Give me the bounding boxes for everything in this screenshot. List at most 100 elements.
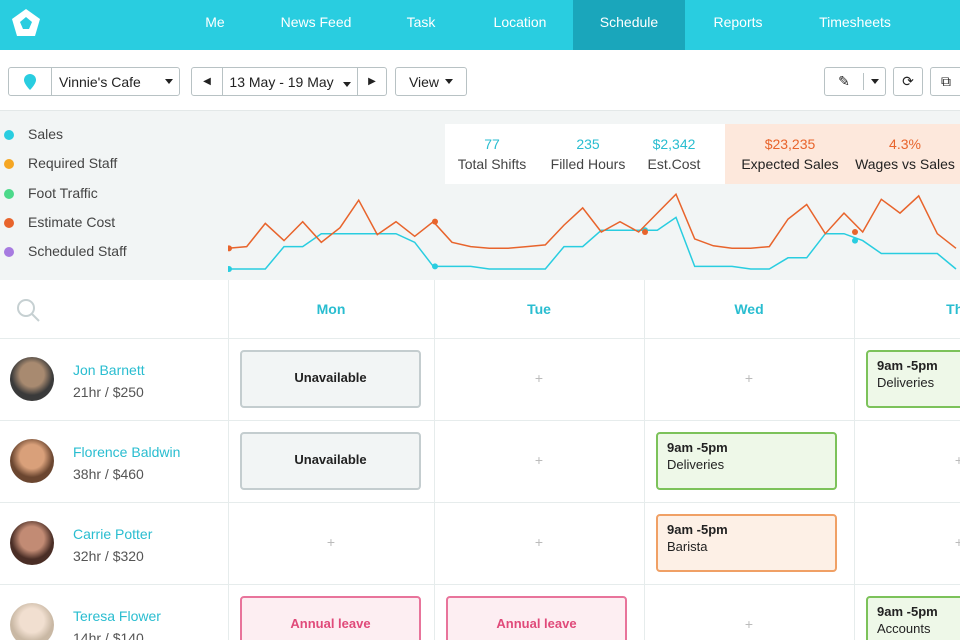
shift-role: Barista bbox=[667, 539, 708, 554]
stat-label: Est.Cost bbox=[647, 156, 701, 172]
nav-item[interactable]: Schedule bbox=[599, 14, 659, 30]
add-shift[interactable]: + bbox=[744, 370, 754, 386]
add-shift[interactable]: + bbox=[744, 616, 754, 632]
shift-cell[interactable]: Unavailable bbox=[240, 350, 421, 408]
highlight-label: Expected Sales bbox=[741, 156, 839, 172]
nav-item[interactable]: Me bbox=[205, 14, 225, 30]
legend-label: Scheduled Staff bbox=[28, 243, 127, 260]
shift-cell[interactable]: 9am -5pm Barista bbox=[656, 514, 837, 572]
copy[interactable]: ⧉ bbox=[930, 67, 960, 96]
row-line bbox=[0, 502, 960, 503]
nav-item[interactable]: News Feed bbox=[280, 14, 352, 30]
add-shift[interactable]: + bbox=[534, 534, 544, 550]
avatar bbox=[10, 357, 54, 401]
stat-label: Total Shifts bbox=[457, 156, 527, 172]
row-line bbox=[0, 420, 960, 421]
employee-hours: 14hr / $140 bbox=[73, 630, 144, 640]
row-line bbox=[0, 338, 960, 339]
avatar bbox=[10, 603, 54, 640]
legend-dot bbox=[4, 130, 14, 140]
shift-title: 9am -5pm bbox=[667, 522, 728, 537]
employee-name[interactable]: Florence Baldwin bbox=[73, 444, 181, 460]
shift-title: Annual leave bbox=[496, 616, 577, 631]
day-marker bbox=[852, 237, 858, 244]
shift-cell[interactable]: 9am -5pm Deliveries bbox=[866, 350, 960, 408]
next[interactable]: ▶ bbox=[357, 68, 386, 95]
shift-title: 9am -5pm bbox=[877, 604, 938, 619]
add-shift[interactable]: + bbox=[534, 370, 544, 386]
employee-hours: 38hr / $460 bbox=[73, 466, 144, 482]
shift-title: 9am -5pm bbox=[877, 358, 938, 373]
shift-cell[interactable]: 9am -5pm Accounts bbox=[866, 596, 960, 640]
search-icon[interactable] bbox=[16, 298, 42, 324]
employee-name[interactable]: Teresa Flower bbox=[73, 608, 161, 624]
nav-item[interactable]: Timesheets bbox=[819, 14, 891, 30]
add-shift[interactable]: + bbox=[534, 452, 544, 468]
add-shift[interactable]: + bbox=[326, 534, 336, 550]
active-tab bbox=[573, 0, 685, 50]
trend-chart bbox=[228, 192, 957, 272]
location: Vinnie's Cafe bbox=[59, 73, 141, 90]
shift-cell[interactable]: Annual leave bbox=[240, 596, 421, 640]
date-nav: ◀ 13 May - 19 May ▶ bbox=[191, 67, 387, 96]
legend-dot bbox=[4, 159, 14, 170]
prev[interactable]: ◀ bbox=[192, 68, 223, 95]
day-header: Tue bbox=[527, 301, 551, 317]
location-select[interactable]: Vinnie's Cafe bbox=[8, 67, 180, 96]
shift-title: 9am -5pm bbox=[667, 440, 728, 455]
day-header: Mon bbox=[316, 301, 346, 317]
nav-item[interactable]: Location bbox=[493, 14, 547, 30]
day-marker bbox=[432, 263, 438, 270]
row-line bbox=[0, 584, 960, 585]
view-button[interactable]: View bbox=[395, 67, 467, 96]
highlight-box bbox=[725, 124, 960, 184]
legend-dot bbox=[4, 188, 14, 199]
top-nav: Me News Feed Task Location Schedule Reports Ti… bbox=[0, 0, 960, 50]
day-header: Wed bbox=[734, 301, 764, 317]
day-marker bbox=[432, 218, 438, 225]
tools[interactable]: ✎ bbox=[824, 67, 886, 96]
avatar bbox=[10, 439, 54, 483]
day-marker bbox=[642, 229, 648, 235]
avatar bbox=[10, 521, 54, 565]
shift-role: Deliveries bbox=[667, 457, 725, 472]
highlight-label: Wages vs Sales bbox=[855, 156, 955, 172]
column-line bbox=[854, 280, 855, 640]
legend-label: Required Staff bbox=[28, 155, 118, 172]
employee-name[interactable]: Carrie Potter bbox=[73, 526, 153, 542]
shift-cell[interactable]: Unavailable bbox=[240, 432, 421, 490]
nav-item[interactable]: Task bbox=[406, 14, 436, 30]
day-marker bbox=[852, 229, 858, 235]
shift-cell[interactable]: 9am -5pm Deliveries bbox=[656, 432, 837, 490]
column-line bbox=[434, 280, 435, 640]
employee-hours: 21hr / $250 bbox=[73, 384, 144, 400]
day-header: Thu bbox=[946, 301, 960, 317]
stat-value: 235 bbox=[576, 136, 600, 152]
legend-label: Sales bbox=[28, 126, 64, 142]
stat-value: 77 bbox=[484, 136, 500, 152]
employee-name[interactable]: Jon Barnett bbox=[73, 362, 145, 378]
legend-dot bbox=[4, 217, 14, 228]
column-line bbox=[644, 280, 645, 640]
nav-item[interactable]: Reports bbox=[713, 14, 763, 30]
stats-box bbox=[445, 124, 725, 184]
add-shift[interactable]: + bbox=[954, 452, 960, 468]
shift-title: Unavailable bbox=[294, 452, 367, 467]
column-line bbox=[228, 280, 229, 640]
shift-cell[interactable]: Annual leave bbox=[446, 596, 627, 640]
employee-hours: 32hr / $320 bbox=[73, 548, 144, 564]
trend-line bbox=[228, 192, 957, 250]
logo[interactable] bbox=[10, 7, 42, 39]
day-marker bbox=[228, 265, 232, 272]
shift-role: Deliveries bbox=[877, 375, 935, 390]
stat-value: $2,342 bbox=[652, 136, 696, 152]
add-shift[interactable]: + bbox=[954, 534, 960, 550]
date-range: 13 May - 19 May bbox=[229, 73, 334, 90]
shift-title: Unavailable bbox=[294, 370, 367, 385]
shift-title: Annual leave bbox=[290, 616, 371, 631]
highlight-value: $23,235 bbox=[764, 136, 816, 152]
refresh[interactable]: ⟳ bbox=[893, 67, 923, 96]
legend-label: Estimate Cost bbox=[28, 213, 116, 230]
date-picker[interactable]: 13 May - 19 May bbox=[223, 74, 357, 90]
